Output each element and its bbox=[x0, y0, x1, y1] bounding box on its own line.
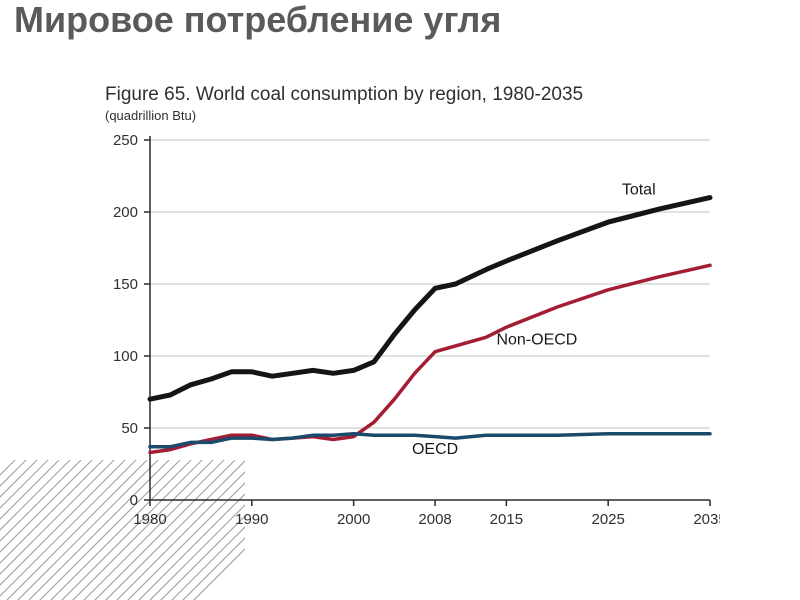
x-tick-label: 2025 bbox=[591, 511, 624, 528]
series-label-non-oecd: Non-OECD bbox=[496, 331, 577, 348]
x-tick-label: 2000 bbox=[337, 511, 370, 528]
slide: Мировое потребление угля Figure 65. Worl… bbox=[0, 0, 800, 600]
x-tick-label: 2015 bbox=[490, 511, 523, 528]
y-tick-label: 100 bbox=[113, 348, 138, 365]
chart: 0 50 100 150 200 250 1980 1990 2000 2008 2015 2025 2… bbox=[80, 130, 720, 550]
figure-title: Figure 65. World coal consumption by reg… bbox=[105, 84, 583, 106]
x-tick-label: 2008 bbox=[418, 511, 451, 528]
series-label-total: Total bbox=[622, 182, 656, 199]
y-tick-label: 0 bbox=[130, 492, 138, 509]
figure-subtitle: (quadrillion Btu) bbox=[105, 108, 196, 123]
series-label-oecd: OECD bbox=[412, 441, 458, 458]
x-tick-label: 1980 bbox=[133, 511, 166, 528]
x-tick-label: 1990 bbox=[235, 511, 268, 528]
slide-title: Мировое потребление угля bbox=[14, 0, 501, 40]
y-tick-label: 50 bbox=[121, 420, 138, 437]
x-tick-label: 2035 bbox=[693, 511, 720, 528]
y-tick-label: 250 bbox=[113, 132, 138, 149]
series-total bbox=[150, 198, 710, 400]
y-tick-label: 200 bbox=[113, 204, 138, 221]
y-tick-label: 150 bbox=[113, 276, 138, 293]
